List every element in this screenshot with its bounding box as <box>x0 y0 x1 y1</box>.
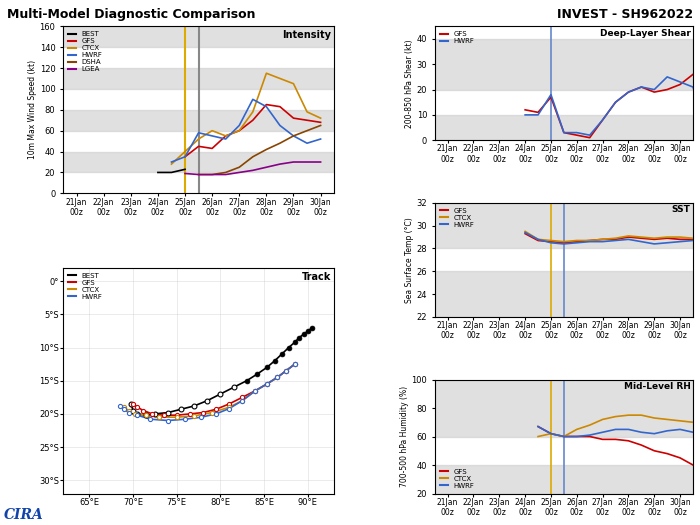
Legend: BEST, GFS, CTCX, HWRF: BEST, GFS, CTCX, HWRF <box>66 271 104 301</box>
Bar <box>63 110 334 131</box>
Y-axis label: 200-850 hPa Shear (kt): 200-850 hPa Shear (kt) <box>405 39 414 128</box>
Legend: GFS, CTCX, HWRF: GFS, CTCX, HWRF <box>438 206 476 229</box>
Text: Track: Track <box>302 272 332 282</box>
Text: Deep-Layer Shear: Deep-Layer Shear <box>599 28 690 37</box>
Text: CIRA: CIRA <box>4 508 43 522</box>
Bar <box>435 39 693 90</box>
Text: SST: SST <box>671 205 690 214</box>
Legend: GFS, HWRF: GFS, HWRF <box>438 30 476 46</box>
Bar <box>435 465 693 493</box>
Bar <box>63 68 334 89</box>
Y-axis label: 700-500 hPa Humidity (%): 700-500 hPa Humidity (%) <box>400 386 409 487</box>
Text: INVEST - SH962022: INVEST - SH962022 <box>557 8 693 21</box>
Y-axis label: Sea Surface Temp (°C): Sea Surface Temp (°C) <box>405 217 414 303</box>
Bar <box>435 203 693 248</box>
Text: Mid-Level RH: Mid-Level RH <box>624 382 690 391</box>
Y-axis label: 10m Max Wind Speed (kt): 10m Max Wind Speed (kt) <box>28 60 36 160</box>
Legend: GFS, CTCX, HWRF: GFS, CTCX, HWRF <box>438 467 476 490</box>
Bar <box>63 152 334 172</box>
Text: Intensity: Intensity <box>283 29 332 39</box>
Bar <box>435 115 693 140</box>
Bar <box>435 380 693 436</box>
Text: Multi-Model Diagnostic Comparison: Multi-Model Diagnostic Comparison <box>7 8 256 21</box>
Legend: BEST, GFS, CTCX, HWRF, DSHA, LGEA: BEST, GFS, CTCX, HWRF, DSHA, LGEA <box>66 30 104 74</box>
Bar <box>435 271 693 317</box>
Bar <box>63 26 334 47</box>
